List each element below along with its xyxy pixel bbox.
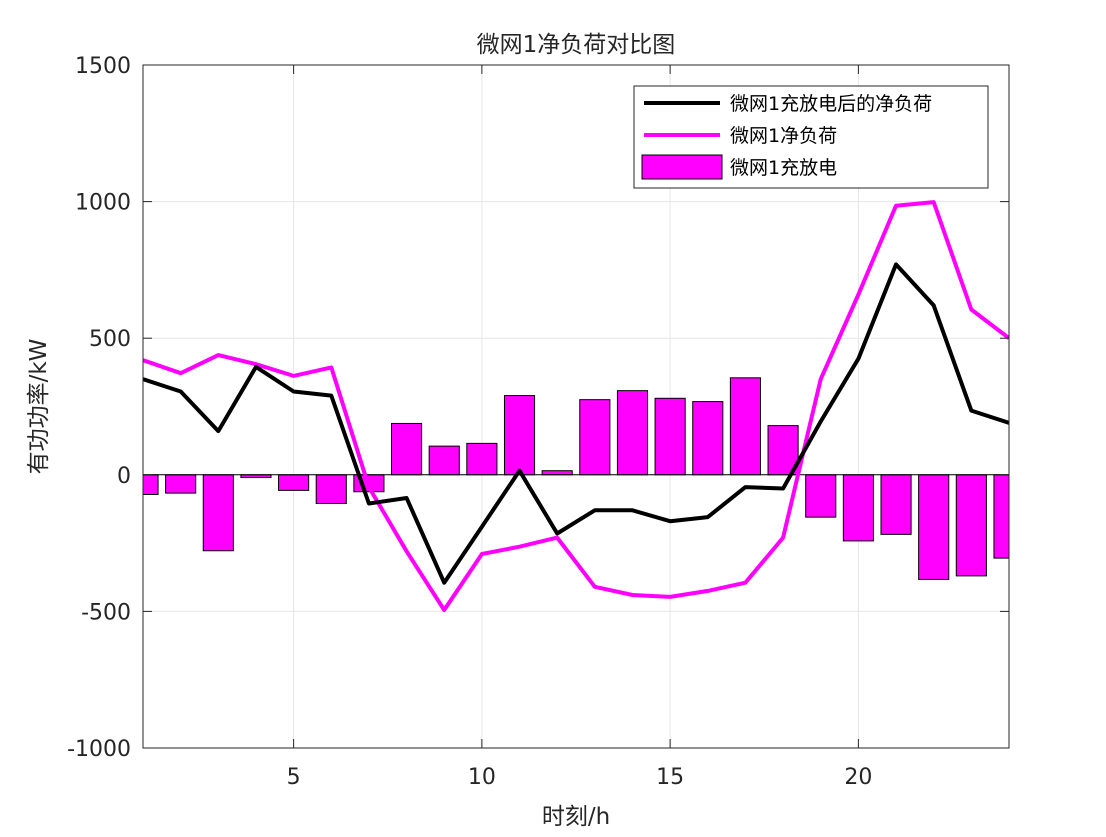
x-tick-label: 10 (468, 765, 496, 790)
bar (654, 397, 686, 476)
bar (278, 474, 310, 491)
bar (616, 390, 649, 476)
x-ticks: 5 10 15 20 (287, 65, 872, 790)
bar (842, 474, 874, 542)
x-tick-label: 20 (844, 765, 872, 790)
series-line (143, 200, 1009, 612)
bar (503, 395, 536, 476)
y-axis-label: 有功功率/kW (26, 339, 52, 475)
bar (165, 474, 197, 494)
legend-label: 微网1充放电 (730, 157, 837, 179)
chart-title: 微网1净负荷对比图 (477, 32, 676, 58)
bar (466, 442, 498, 476)
x-tick-label: 15 (656, 765, 684, 790)
bar (579, 399, 611, 476)
bar (202, 474, 234, 552)
x-tick-label: 5 (287, 765, 301, 790)
y-tick-label: 0 (117, 464, 131, 489)
y-tick-label: 1000 (75, 191, 131, 216)
bar (692, 401, 724, 476)
bar (391, 422, 423, 476)
plot-frame (142, 64, 1010, 749)
bar (541, 470, 573, 476)
bars (143, 377, 1009, 580)
bar (428, 445, 460, 476)
legend-label: 微网1净负荷 (730, 125, 837, 147)
y-tick-label: 1500 (75, 54, 131, 79)
bar (805, 474, 837, 518)
series-lines (143, 200, 1009, 612)
x-axis-label: 时刻/h (542, 804, 610, 830)
legend-swatch-bar (641, 154, 723, 180)
y-ticks: -1000 -500 0 500 1000 1500 (67, 54, 1009, 762)
bar (955, 474, 987, 577)
bar (880, 474, 912, 535)
series-line (143, 262, 1009, 585)
y-tick-label: -500 (81, 600, 131, 625)
bar (918, 474, 950, 580)
bar (315, 474, 347, 504)
y-tick-label: -1000 (67, 737, 131, 762)
bar (729, 377, 761, 476)
legend-label: 微网1充放电后的净负荷 (730, 93, 932, 115)
y-tick-label: 500 (89, 327, 131, 352)
bar (993, 474, 1009, 559)
